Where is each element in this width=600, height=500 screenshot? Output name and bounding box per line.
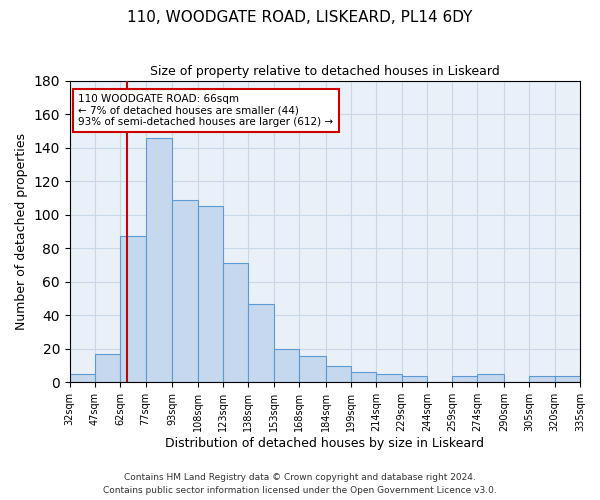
Bar (326, 366, 351, 382)
Bar (299, 356, 326, 382)
Bar (477, 374, 504, 382)
Bar (248, 304, 274, 382)
Text: Contains HM Land Registry data © Crown copyright and database right 2024.
Contai: Contains HM Land Registry data © Crown c… (103, 474, 497, 495)
Y-axis label: Number of detached properties: Number of detached properties (15, 133, 28, 330)
Bar (70, 374, 95, 382)
Bar (95, 354, 120, 382)
Bar (146, 138, 172, 382)
Bar (223, 264, 248, 382)
Bar (120, 236, 146, 382)
Bar (274, 349, 299, 382)
Bar (198, 206, 223, 382)
X-axis label: Distribution of detached houses by size in Liskeard: Distribution of detached houses by size … (166, 437, 484, 450)
Bar (401, 376, 427, 382)
Bar (351, 372, 376, 382)
Text: 110 WOODGATE ROAD: 66sqm
← 7% of detached houses are smaller (44)
93% of semi-de: 110 WOODGATE ROAD: 66sqm ← 7% of detache… (78, 94, 334, 127)
Bar (452, 376, 477, 382)
Text: 110, WOODGATE ROAD, LISKEARD, PL14 6DY: 110, WOODGATE ROAD, LISKEARD, PL14 6DY (127, 10, 473, 25)
Bar (172, 200, 198, 382)
Bar (555, 376, 580, 382)
Bar (529, 376, 555, 382)
Bar (376, 374, 401, 382)
Title: Size of property relative to detached houses in Liskeard: Size of property relative to detached ho… (150, 65, 500, 78)
